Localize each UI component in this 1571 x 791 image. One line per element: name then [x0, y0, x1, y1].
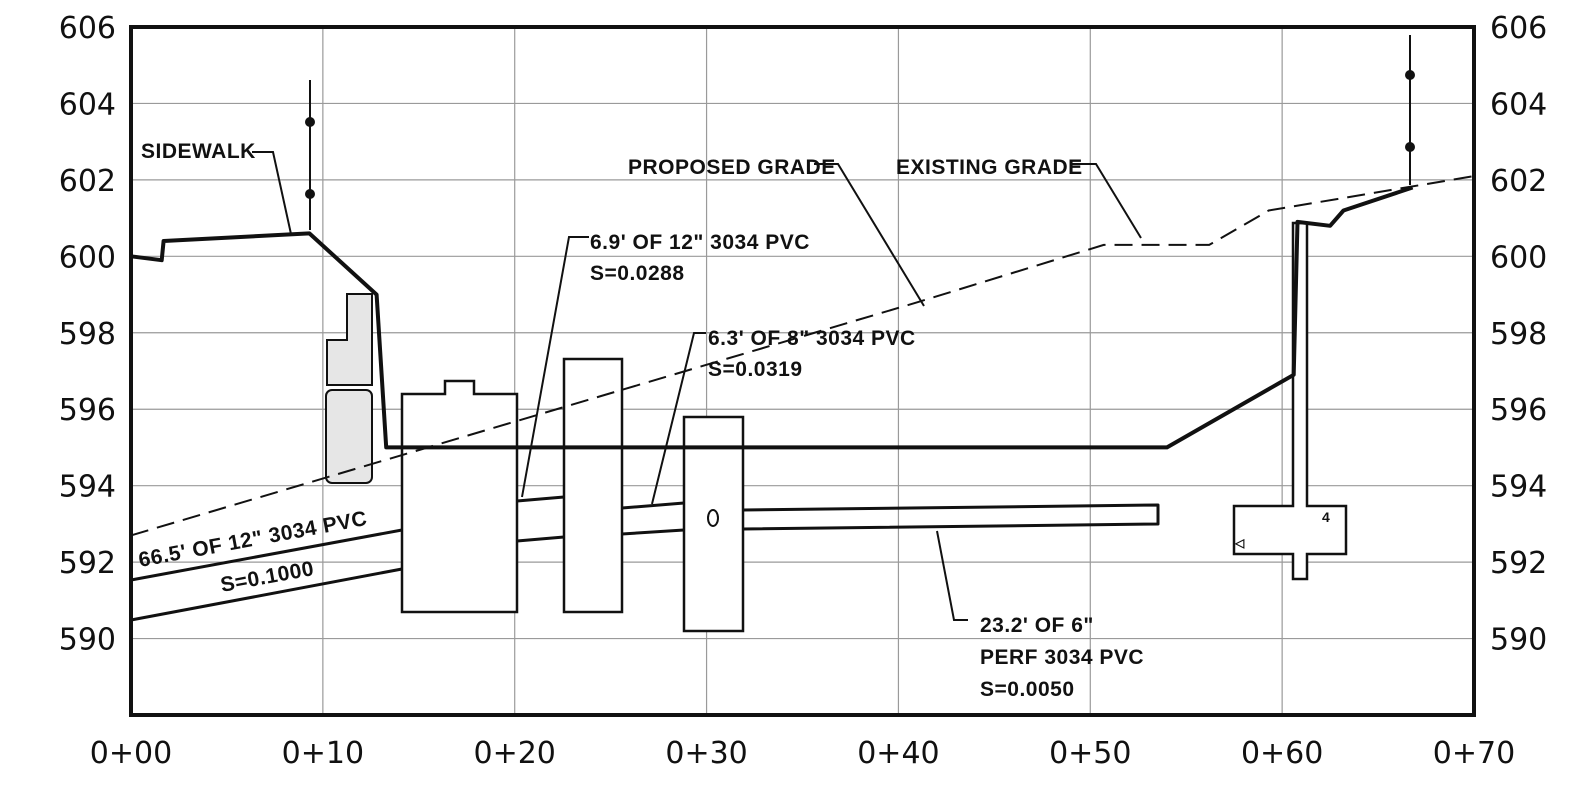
pipe-8-bottom — [621, 528, 685, 536]
y-tick-label-right: 602 — [1490, 164, 1547, 199]
y-tick-label-left: 592 — [59, 546, 116, 581]
leader-proposed-grade — [814, 163, 925, 307]
y-tick-label-left: 596 — [59, 393, 116, 428]
y-tick-label-right: 592 — [1490, 546, 1547, 581]
catch-basin-1 — [400, 379, 519, 614]
y-tick-label-right: 600 — [1490, 240, 1547, 275]
y-tick-label-left: 604 — [59, 87, 116, 122]
utility-pole-right — [1405, 35, 1415, 185]
pipes — [130, 495, 1160, 622]
x-tick-label: 0+70 — [1433, 736, 1515, 771]
plot-frame — [129, 25, 1476, 717]
manhole-opening — [707, 509, 719, 527]
existing-grade-line — [130, 175, 1475, 537]
pipe-8-top — [621, 501, 685, 510]
label-pipe-12-long-slope: S=0.1000 — [219, 557, 316, 597]
y-axis-ticks-left: 590 592 594 596 598 600 602 604 606 — [59, 11, 116, 658]
leader-lines — [252, 151, 1142, 621]
x-tick-label: 0+20 — [474, 736, 556, 771]
x-tick-label: 0+00 — [90, 736, 172, 771]
label-proposed-grade: PROPOSED GRADE — [628, 156, 836, 179]
proposed-grade-line — [130, 185, 1414, 450]
x-tick-label: 0+60 — [1241, 736, 1323, 771]
pipe-12-short-bottom — [516, 535, 565, 543]
pipe-12-long-top — [130, 528, 403, 582]
x-tick-label: 0+30 — [665, 736, 747, 771]
pipe-12-long-bottom — [130, 567, 403, 622]
x-tick-label: 0+50 — [1049, 736, 1131, 771]
y-tick-label-right: 590 — [1490, 623, 1547, 658]
y-tick-label-right: 594 — [1490, 470, 1547, 505]
leader-pipe-12-short — [521, 236, 589, 498]
pipe-12-short-top — [516, 495, 565, 503]
y-tick-label-left: 590 — [59, 623, 116, 658]
y-tick-label-right: 606 — [1490, 11, 1547, 46]
label-pipe-6-size: 23.2' OF 6" — [980, 614, 1094, 637]
y-tick-label-left: 600 — [59, 240, 116, 275]
leader-sidewalk — [252, 151, 292, 235]
x-axis-ticks: 0+00 0+10 0+20 0+30 0+40 0+50 0+60 0+70 — [90, 736, 1515, 771]
leader-pipe-6 — [936, 530, 968, 621]
x-tick-label: 0+40 — [857, 736, 939, 771]
label-pipe-8-slope: S=0.0319 — [708, 358, 803, 381]
y-tick-label-left: 602 — [59, 164, 116, 199]
wall-mark-triangle: ◁ — [1234, 536, 1245, 550]
x-tick-label: 0+10 — [282, 736, 364, 771]
label-pipe-6-type: PERF 3034 PVC — [980, 646, 1144, 669]
y-tick-label-right: 604 — [1490, 87, 1547, 122]
structures: 4 ◁ — [325, 221, 1348, 633]
label-existing-grade: EXISTING GRADE — [896, 156, 1083, 179]
curb-stone-lower — [325, 389, 373, 484]
y-tick-label-right: 598 — [1490, 317, 1547, 352]
label-pipe-6-slope: S=0.0050 — [980, 678, 1075, 701]
label-pipe-12-short-slope: S=0.0288 — [590, 262, 685, 285]
manhole-3 — [682, 415, 745, 633]
y-tick-label-left: 594 — [59, 470, 116, 505]
retaining-wall — [1232, 221, 1348, 581]
wall-mark-4: 4 — [1322, 509, 1330, 525]
catch-basin-2 — [562, 357, 624, 614]
y-tick-label-right: 596 — [1490, 393, 1547, 428]
leader-existing-grade — [1070, 163, 1142, 239]
label-sidewalk: SIDEWALK — [141, 140, 256, 163]
curb-stone-upper — [326, 293, 373, 386]
label-pipe-12-short-size: 6.9' OF 12" 3034 PVC — [590, 231, 810, 254]
y-tick-label-left: 598 — [59, 317, 116, 352]
leader-pipe-8 — [651, 332, 706, 505]
utility-pole-left — [305, 80, 315, 230]
y-axis-ticks-right: 590 592 594 596 598 600 602 604 606 — [1490, 11, 1547, 658]
y-tick-label-left: 606 — [59, 11, 116, 46]
label-pipe-8-size: 6.3' OF 8" 3034 PVC — [708, 327, 916, 350]
pipe-6-perf — [742, 503, 1160, 531]
